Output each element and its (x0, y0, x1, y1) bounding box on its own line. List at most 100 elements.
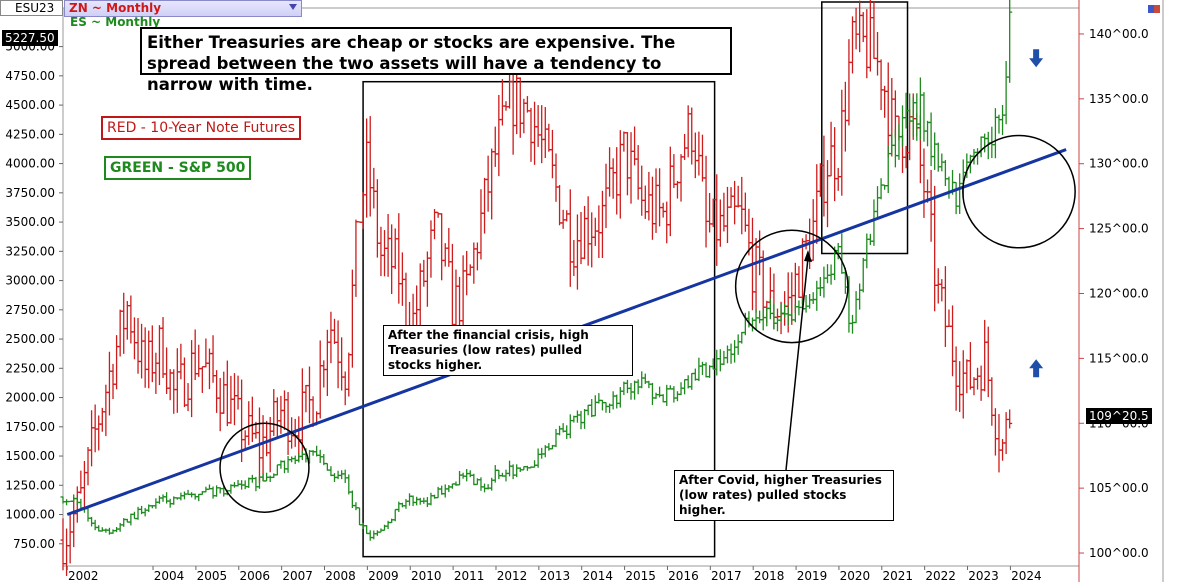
right-axis-tick: 120^00.0 (1089, 286, 1149, 300)
zn-bar (349, 269, 355, 368)
es-bar (774, 317, 780, 332)
right-axis-tick: 125^00.0 (1089, 222, 1149, 236)
annotation-boxes (362, 1, 909, 558)
es-bar (867, 233, 873, 246)
settings-icon[interactable] (1148, 5, 1154, 13)
zn-bar (517, 77, 523, 138)
es-bar (271, 473, 277, 479)
zn-bar (110, 363, 116, 400)
zn-bar (267, 416, 273, 473)
left-axis-tick: 2250.00 (5, 361, 55, 375)
zn-bar (221, 371, 227, 414)
zn-bar (992, 408, 998, 456)
left-axis-tick: 4250.00 (5, 127, 55, 141)
zn-bar (167, 369, 173, 401)
es-bar (578, 410, 584, 430)
zn-bar (535, 105, 541, 147)
zn-bar (803, 234, 809, 250)
series-zn-bars (60, 0, 1013, 576)
zn-bar (935, 268, 941, 304)
annotation-arrows (785, 49, 1044, 471)
zn-bar (185, 383, 191, 412)
zn-bar (246, 401, 252, 446)
es-bar (610, 391, 616, 410)
zn-bar (532, 101, 538, 165)
es-bar (925, 120, 931, 147)
es-bar (142, 507, 148, 517)
zn-bar (603, 163, 609, 229)
zn-bar (306, 366, 312, 424)
zn-bar (414, 285, 420, 330)
es-bar (339, 470, 345, 480)
es-bar (660, 394, 666, 403)
zn-bar (835, 168, 841, 191)
zn-bar (607, 147, 613, 197)
zn-bar (367, 116, 373, 217)
x-axis-tick: 2023 (968, 569, 999, 582)
zn-bar (446, 227, 452, 267)
alert-icon[interactable] (1154, 5, 1160, 13)
left-axis-tick: 4750.00 (5, 69, 55, 83)
zn-bar (832, 127, 838, 202)
zn-bar (71, 497, 77, 548)
es-bar (256, 475, 262, 489)
zn-bar (657, 168, 663, 227)
es-bar (689, 372, 695, 390)
es-bar (85, 507, 91, 522)
zn-bar (67, 514, 73, 564)
zn-bar (392, 228, 398, 270)
zn-bar (81, 460, 87, 511)
zn-bar (735, 185, 741, 208)
es-bar (478, 477, 484, 491)
es-bar (928, 112, 934, 167)
annotation-circles (219, 134, 1076, 513)
zn-bar (985, 326, 991, 398)
zn-bar (617, 130, 623, 219)
zn-bar (850, 16, 856, 74)
es-bar (1007, 0, 1013, 83)
es-bar (403, 499, 409, 509)
es-bar (589, 398, 595, 418)
zn-bar (717, 199, 723, 247)
es-bar (821, 266, 827, 298)
es-bar (778, 303, 784, 322)
zn-bar (89, 410, 95, 467)
es-bar (900, 105, 906, 147)
zn-bar (860, 12, 866, 43)
zn-bar (942, 266, 948, 347)
zn-bar (432, 208, 438, 240)
symbol-box[interactable]: ESU23 (0, 0, 63, 16)
zn-bar (885, 62, 891, 158)
es-bar (942, 160, 948, 187)
zn-bar (928, 169, 934, 242)
es-bar (717, 349, 723, 372)
right-axis-tick: 130^00.0 (1089, 157, 1149, 171)
es-bar (896, 124, 902, 160)
zn-bar (114, 335, 120, 390)
es-bar (674, 391, 680, 402)
zn-bar (482, 177, 488, 234)
right-axis-tick: 140^00.0 (1089, 27, 1149, 41)
zn-bar (435, 211, 441, 218)
overlay-series-label: ES ~ Monthly (70, 15, 161, 29)
zn-bar (146, 330, 152, 389)
es-bar (342, 469, 348, 483)
left-axis-tick: 1750.00 (5, 420, 55, 434)
zn-bar (671, 154, 677, 189)
zn-bar (260, 415, 266, 481)
es-bar (860, 257, 866, 293)
es-bar (164, 492, 170, 504)
chevron-down-icon[interactable] (289, 4, 297, 10)
es-bar (639, 371, 645, 389)
zn-bar (524, 96, 530, 113)
zn-bar (682, 134, 688, 160)
zn-bar (660, 202, 666, 218)
es-bar (582, 409, 588, 429)
zn-bar (135, 318, 141, 374)
zn-bar (867, 0, 873, 72)
zn-bar (825, 160, 831, 228)
zn-bar (689, 107, 695, 165)
x-axis-tick: 2010 (411, 569, 442, 582)
series-selector[interactable]: ZN ~ Monthly (64, 0, 302, 17)
zn-bar (567, 189, 573, 287)
